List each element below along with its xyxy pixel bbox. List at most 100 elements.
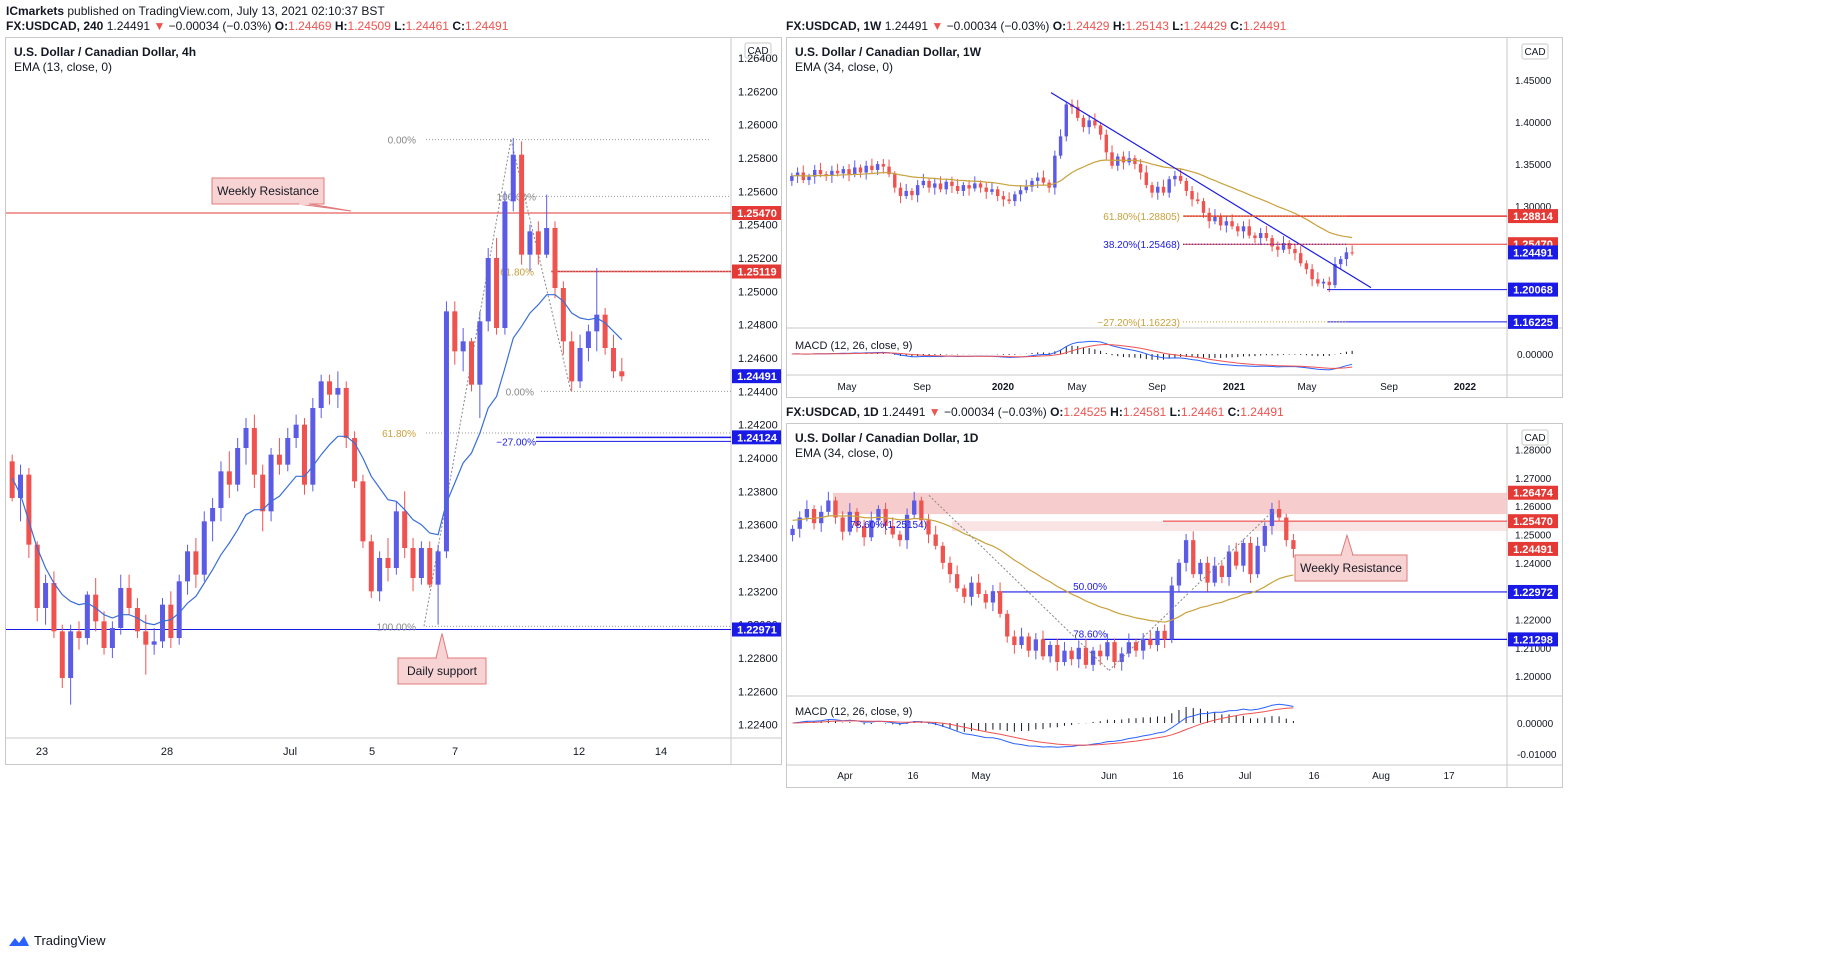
high-4h: 1.24509	[347, 19, 391, 33]
ema-line-weekly	[791, 159, 1353, 239]
candle-weekly-candle	[1041, 177, 1046, 183]
candle-4h-candle	[310, 408, 316, 485]
candle-4h-candle	[143, 631, 149, 645]
weekly-resistance-callout-box	[211, 177, 325, 205]
candle-4h-candle	[109, 628, 115, 648]
y-tick-label: 1.24000	[1515, 559, 1552, 570]
tradingview-logo-icon	[9, 935, 29, 946]
y-tick-label: 1.35000	[1515, 160, 1552, 171]
candle-weekly-candle	[1150, 185, 1154, 193]
candle-weekly-candle	[915, 185, 920, 196]
candle-daily-candle	[1291, 540, 1296, 549]
open-4h: 1.24469	[288, 19, 332, 33]
price-tag-label-bg	[1508, 632, 1558, 647]
change-4h: −0.00034 (−0.03%)	[168, 19, 272, 33]
candle-4h-candle	[51, 583, 57, 632]
fib-label: 100.00%	[497, 192, 537, 203]
x-tick-label: May	[1068, 382, 1087, 393]
candle-daily-candle	[1112, 642, 1117, 662]
candle-weekly-candle	[1018, 190, 1023, 195]
candle-weekly-candle	[1236, 226, 1240, 232]
fib-label: 0.00%	[506, 387, 534, 398]
fib-label: −27.20%(1.16223)	[1097, 318, 1180, 329]
candle-daily-candle	[1155, 630, 1160, 645]
candle-weekly-candle	[830, 170, 834, 176]
candle-4h-candle	[68, 631, 74, 678]
daily-support-callout: Daily support	[407, 664, 478, 678]
candle-daily-candle	[1098, 650, 1103, 657]
candle-4h-candle	[243, 428, 249, 448]
candle-daily-candle	[1033, 639, 1038, 651]
price-tag-label: 1.22972	[1513, 587, 1553, 599]
candle-4h-candle	[210, 508, 216, 522]
candle-daily-candle	[869, 520, 874, 538]
candle-daily-candle	[847, 511, 852, 532]
candle-4h-candle	[418, 548, 424, 578]
price-tag-label-bg	[1508, 514, 1558, 529]
candle-daily-candle	[997, 591, 1003, 614]
candle-4h-candle	[410, 548, 416, 578]
candle-weekly-candle	[1224, 221, 1229, 226]
candle-4h-candle	[594, 314, 600, 332]
candle-weekly-candle	[1270, 238, 1274, 247]
candle-4h-candle	[393, 511, 399, 568]
candle-weekly-candle	[1241, 226, 1246, 232]
price-tag-label: 1.20068	[1513, 285, 1553, 297]
symbol-line-daily: FX:USDCAD, 1D 1.24491 ▼ −0.00034 (−0.03%…	[786, 405, 1284, 419]
footer-brand: TradingView	[34, 933, 106, 948]
candle-4h-candle	[452, 311, 458, 352]
candle-4h-candle	[402, 511, 408, 548]
candle-weekly-candle	[1024, 186, 1028, 191]
candle-daily-candle	[926, 520, 931, 535]
symbol-line-4h: FX:USDCAD, 240 1.24491 ▼ −0.00034 (−0.03…	[6, 19, 509, 33]
candle-weekly-candle	[813, 169, 817, 177]
candle-daily-candle	[876, 509, 881, 521]
x-tick-label: May	[972, 771, 991, 782]
symbol-daily: FX:USDCAD, 1D	[786, 405, 879, 419]
weekly-resistance-callout-daily-tail	[1340, 533, 1354, 556]
fib-label: −27.00%	[496, 437, 536, 448]
candle-weekly-candle	[1053, 155, 1057, 188]
last-daily: 1.24491	[882, 405, 926, 419]
fib-label: 78.60%(1.25154)	[850, 520, 927, 531]
candle-weekly-candle	[1064, 104, 1068, 137]
chart-panel-4h[interactable]: U.S. Dollar / Canadian Dollar, 4h EMA (13…	[5, 37, 782, 765]
candle-daily-candle	[1269, 509, 1275, 526]
candle-weekly-candle	[1201, 201, 1206, 213]
chart-panel-daily[interactable]: U.S. Dollar / Canadian Dollar, 1D EMA (34…	[786, 423, 1563, 788]
chart-panel-weekly[interactable]: U.S. Dollar / Canadian Dollar, 1W EMA (34…	[786, 37, 1563, 398]
candle-daily-candle	[1040, 639, 1046, 657]
y-tick-label: 1.21000	[1515, 644, 1552, 655]
candle-weekly-candle	[1076, 106, 1080, 118]
symbol-weekly: FX:USDCAD, 1W	[786, 19, 882, 33]
fib-trend-line	[928, 495, 1110, 671]
price-tag-label: 1.24491	[1513, 544, 1553, 556]
down-arrow-icon: ▼	[153, 19, 166, 33]
candle-weekly-candle	[1013, 194, 1017, 202]
candle-weekly-candle	[1276, 246, 1280, 250]
candle-weekly-candle	[795, 172, 800, 176]
candle-weekly-candle	[927, 180, 931, 188]
candle-4h-candle	[535, 231, 541, 255]
fib-label: 61.80%(1.28805)	[1103, 212, 1180, 223]
candle-daily-candle	[1262, 526, 1267, 546]
candle-weekly-candle	[1035, 177, 1040, 181]
candle-weekly-candle	[1310, 269, 1314, 280]
candle-weekly-candle	[790, 175, 794, 181]
candle-weekly-candle	[933, 183, 937, 188]
candle-4h-candle	[510, 154, 516, 202]
chart-title-daily: U.S. Dollar / Canadian Dollar, 1D	[795, 431, 979, 445]
candle-4h-candle	[260, 474, 266, 512]
y-tick-label: 1.45000	[1515, 76, 1552, 87]
indicator-label-daily: EMA (34, close, 0)	[795, 446, 893, 460]
candle-daily-candle	[1234, 551, 1239, 566]
candle-daily-candle	[804, 509, 810, 518]
candle-daily-candle	[1012, 636, 1017, 645]
tradingview-footer[interactable]: TradingView	[8, 933, 106, 948]
candle-4h-candle	[443, 311, 449, 552]
price-tag-label: 1.26474	[1513, 488, 1554, 500]
close-daily: 1.24491	[1240, 405, 1284, 419]
